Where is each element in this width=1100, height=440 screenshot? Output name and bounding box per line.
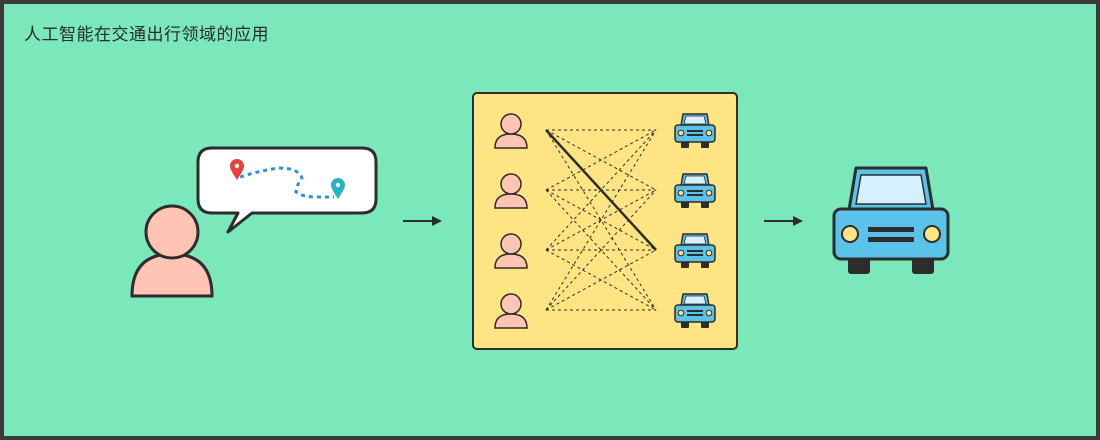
match-lines bbox=[545, 129, 657, 311]
passenger-icon bbox=[494, 233, 528, 269]
candidate-match-line bbox=[545, 129, 657, 311]
matching-panel bbox=[472, 92, 738, 350]
diagram-title: 人工智能在交通出行领域的应用 bbox=[24, 25, 269, 45]
car-icon bbox=[674, 173, 716, 208]
end-pin-icon bbox=[331, 178, 345, 199]
car-icon bbox=[674, 293, 716, 328]
matched-car-icon bbox=[832, 166, 950, 274]
route-line bbox=[239, 166, 334, 199]
candidate-match-line bbox=[545, 129, 657, 311]
car-column bbox=[674, 113, 716, 328]
candidate-match-line bbox=[545, 189, 657, 251]
candidate-match-line bbox=[545, 249, 657, 311]
passenger-icon bbox=[494, 113, 528, 149]
passenger-icon bbox=[494, 173, 528, 209]
speech-bubble-icon bbox=[196, 146, 378, 234]
passenger-icon bbox=[494, 293, 528, 329]
passenger-icon bbox=[130, 204, 214, 298]
car-icon bbox=[674, 233, 716, 268]
car-icon bbox=[674, 113, 716, 148]
start-pin-icon bbox=[230, 159, 244, 180]
passenger-column bbox=[494, 113, 528, 329]
candidate-match-line bbox=[545, 129, 657, 191]
selected-match-line bbox=[545, 129, 657, 251]
